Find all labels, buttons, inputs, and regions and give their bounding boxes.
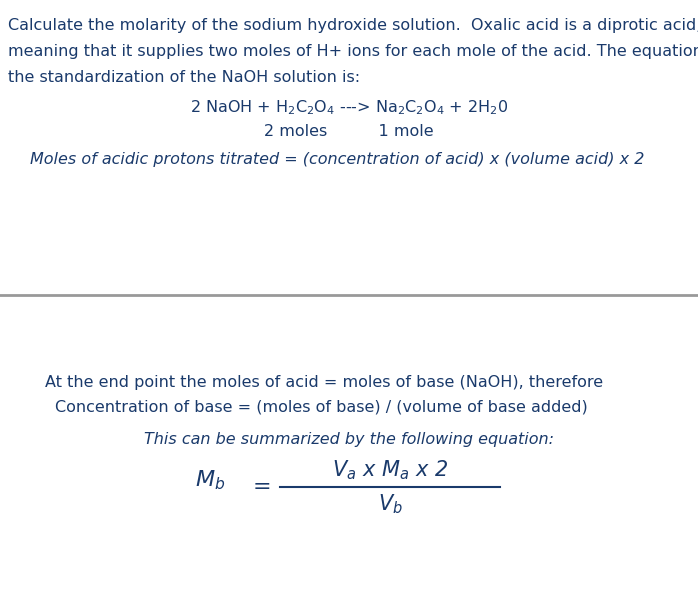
Text: Calculate the molarity of the sodium hydroxide solution.  Oxalic acid is a dipro: Calculate the molarity of the sodium hyd… bbox=[8, 18, 698, 33]
Text: $=$: $=$ bbox=[248, 475, 271, 495]
Text: 2 moles          1 mole: 2 moles 1 mole bbox=[264, 124, 434, 139]
Text: the standardization of the NaOH solution is:: the standardization of the NaOH solution… bbox=[8, 70, 360, 85]
Text: $V_b$: $V_b$ bbox=[378, 492, 403, 515]
Text: $V_a$ x $M_a$ x 2: $V_a$ x $M_a$ x 2 bbox=[332, 458, 448, 482]
Text: This can be summarized by the following equation:: This can be summarized by the following … bbox=[144, 432, 554, 447]
Text: 2 NaOH + H$_2$C$_2$O$_4$ ---> Na$_2$C$_2$O$_4$ + 2H$_2$0: 2 NaOH + H$_2$C$_2$O$_4$ ---> Na$_2$C$_2… bbox=[190, 98, 508, 117]
Text: $M_b$: $M_b$ bbox=[195, 468, 225, 492]
Text: meaning that it supplies two moles of H+ ions for each mole of the acid. The equ: meaning that it supplies two moles of H+… bbox=[8, 44, 698, 59]
Text: Concentration of base = (moles of base) / (volume of base added): Concentration of base = (moles of base) … bbox=[55, 400, 588, 415]
Text: Moles of acidic protons titrated = (concentration of acid) x (volume acid) x 2: Moles of acidic protons titrated = (conc… bbox=[30, 152, 644, 167]
Text: At the end point the moles of acid = moles of base (NaOH), therefore: At the end point the moles of acid = mol… bbox=[45, 375, 603, 390]
